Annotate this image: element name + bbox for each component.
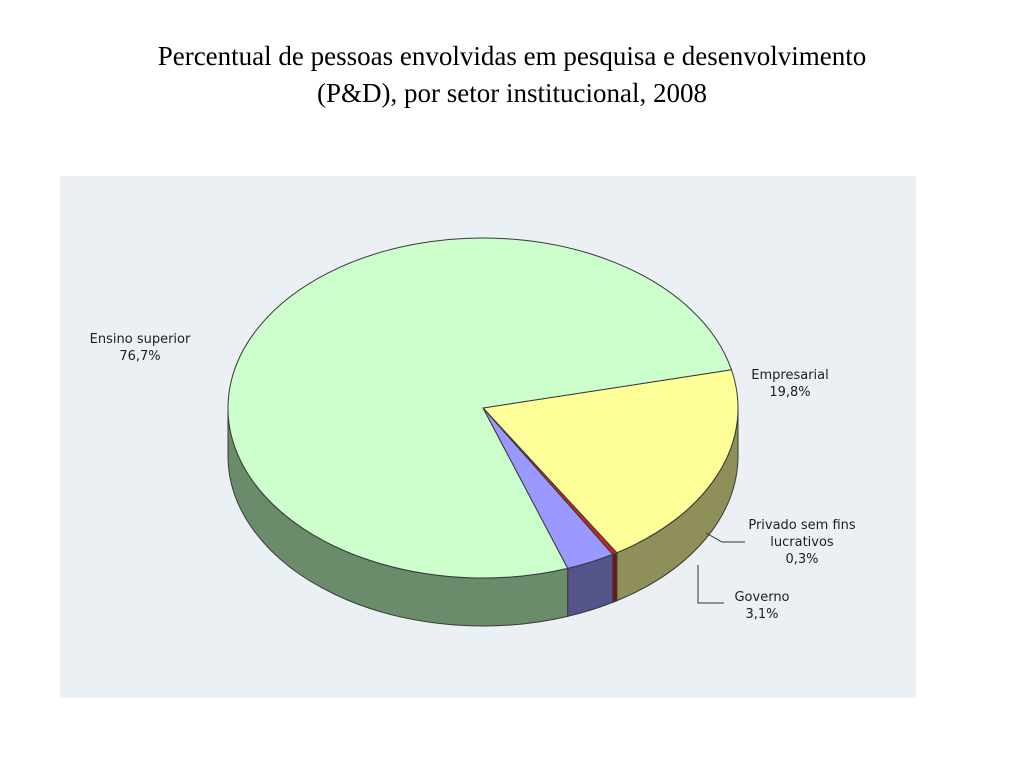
label-empresarial: Empresarial 19,8% (751, 368, 828, 400)
slice-name-label: Governo (734, 590, 789, 605)
slice-labels: Empresarial 19,8% Privado sem fins lucrativ… (90, 332, 856, 622)
label-governo: Governo 3,1% (734, 590, 789, 622)
slice-side-privado-sem-fins-lucrativos (612, 552, 618, 603)
label-ensino-superior: Ensino superior 76,7% (90, 332, 191, 364)
slice-name-label: lucrativos (770, 535, 834, 550)
slice-ensino-superior[interactable] (227, 237, 732, 579)
slice-value-label: 19,8% (769, 385, 810, 400)
slice-name-label: Empresarial (751, 368, 828, 383)
label-leaders (697, 532, 745, 604)
chart-title-line-2: (P&D), por setor institucional, 2008 (317, 78, 707, 108)
slice-name-label: Privado sem fins (748, 518, 856, 533)
chart-title-line-1: Percentual de pessoas envolvidas em pesq… (157, 41, 867, 71)
slice-value-label: 76,7% (119, 349, 160, 364)
chart-panel: Empresarial 19,8% Privado sem fins lucrativ… (60, 176, 916, 698)
slice-value-label: 0,3% (785, 552, 818, 567)
pie-chart: Empresarial 19,8% Privado sem fins lucrativ… (90, 237, 856, 627)
label-privado-sem-fins-lucrativos: Privado sem fins lucrativos 0,3% (748, 518, 856, 567)
pie-sides (227, 407, 739, 627)
chart-title: Percentual de pessoas envolvidas em pesq… (0, 38, 1024, 112)
slice-name-label: Ensino superior (90, 332, 191, 347)
leader-line-governo (697, 565, 724, 604)
slice-value-label: 3,1% (745, 607, 778, 622)
pie-slices (227, 237, 739, 579)
leader-line-privado-sem-fins-lucrativos (705, 532, 745, 543)
slice-empresarial[interactable] (482, 369, 739, 554)
